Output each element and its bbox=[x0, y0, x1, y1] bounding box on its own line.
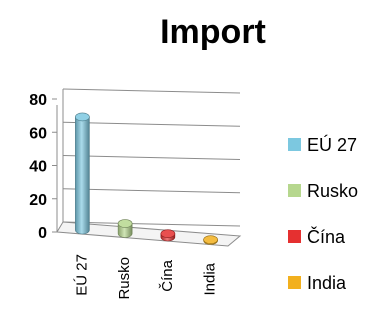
chart-floor bbox=[56, 221, 242, 247]
legend-item: EÚ 27 bbox=[288, 134, 357, 155]
y-axis: 0 20 40 60 80 bbox=[29, 92, 58, 242]
bar-top bbox=[203, 235, 218, 244]
gridline bbox=[62, 221, 241, 227]
y-tick-label: 20 bbox=[29, 192, 47, 209]
legend-swatch bbox=[288, 230, 301, 243]
legend-label: EÚ 27 bbox=[307, 134, 357, 155]
y-tick-label: 40 bbox=[29, 159, 47, 176]
legend-item: Rusko bbox=[288, 181, 358, 201]
legend-item: India bbox=[288, 273, 347, 293]
gridline bbox=[62, 155, 241, 160]
gridline bbox=[62, 121, 241, 127]
x-tick-label: India bbox=[202, 262, 219, 295]
legend: EÚ 27 Rusko Čína India bbox=[288, 134, 358, 293]
x-tick-label: EÚ 27 bbox=[73, 254, 90, 296]
legend-swatch bbox=[288, 276, 301, 289]
legend-item: Čína bbox=[288, 226, 346, 247]
chart-title: Import bbox=[160, 13, 266, 51]
gridline bbox=[62, 188, 241, 194]
x-axis: EÚ 27 Rusko Čína India bbox=[73, 254, 218, 300]
x-tick-label: Čína bbox=[159, 259, 176, 291]
legend-label: Rusko bbox=[307, 181, 358, 201]
x-tick-label: Rusko bbox=[116, 257, 133, 300]
y-tick-label: 60 bbox=[29, 125, 47, 142]
bar bbox=[160, 229, 176, 242]
legend-swatch bbox=[288, 138, 301, 151]
legend-label: India bbox=[307, 273, 347, 293]
bar-top bbox=[117, 219, 133, 228]
bar bbox=[117, 219, 133, 238]
bar-top bbox=[75, 112, 90, 122]
grid bbox=[56, 88, 242, 247]
bar-top bbox=[160, 229, 176, 238]
bars bbox=[75, 112, 218, 245]
bar-body bbox=[75, 116, 90, 235]
bar bbox=[203, 235, 218, 245]
gridline bbox=[62, 88, 241, 94]
y-tick-label: 80 bbox=[29, 92, 47, 109]
legend-label: Čína bbox=[307, 226, 346, 247]
legend-swatch bbox=[288, 184, 301, 197]
bar bbox=[75, 112, 90, 235]
y-tick-label: 0 bbox=[38, 225, 47, 242]
